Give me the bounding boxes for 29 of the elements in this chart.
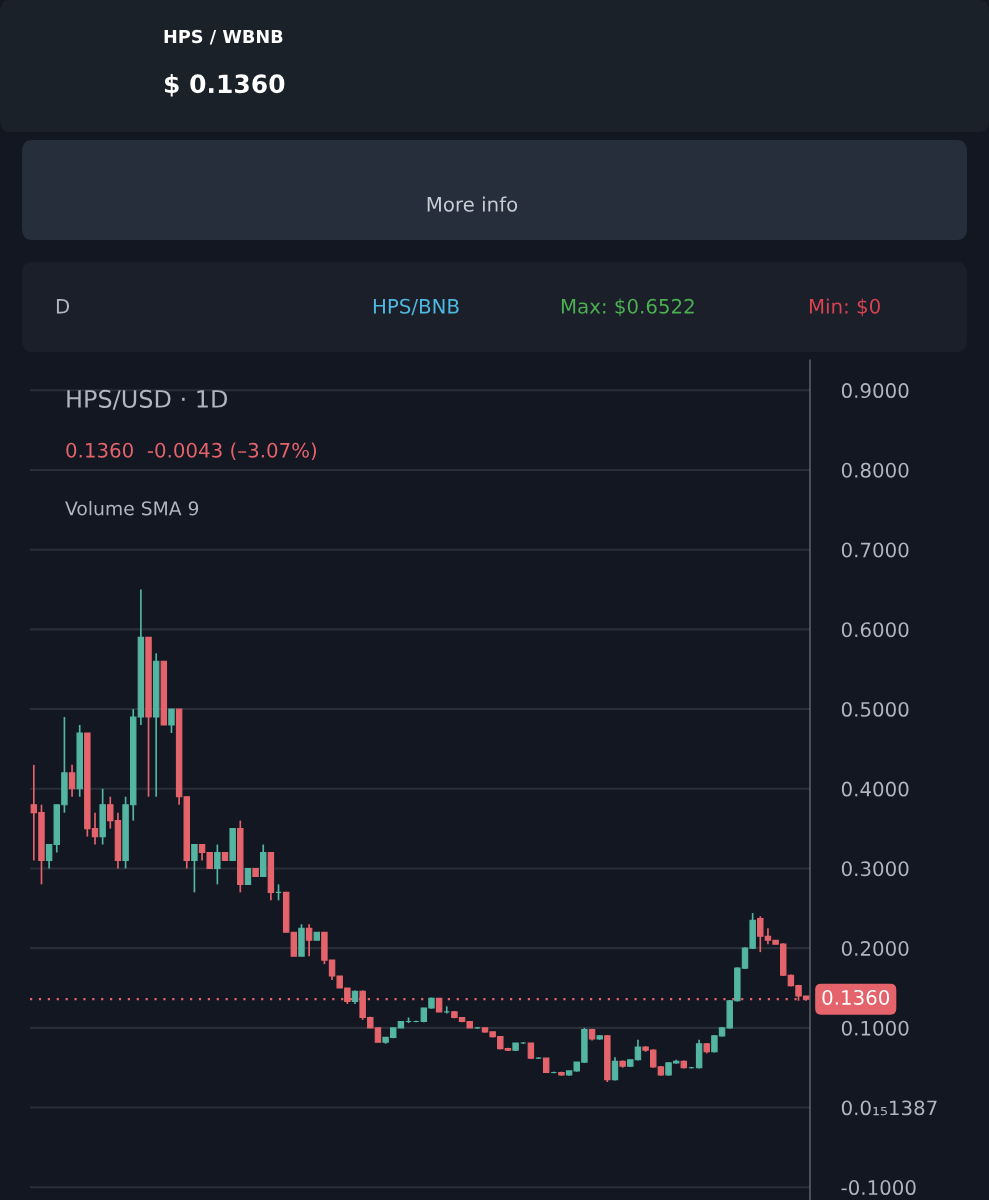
text: HPS/USD · 1D [67,389,228,410]
y-tick-label: 0.2000 [841,940,909,956]
y-tick-label: 0.5000 [841,701,909,717]
y-tick-label: 0.7000 [841,542,909,558]
text: Min: $0 [809,298,880,317]
text: 0.1360 -0.0043 (–3.07%) [66,442,317,461]
y-tick-label: 0.8000 [841,462,909,478]
candlestick [260,843,267,878]
text: $ 0.1360 [164,73,285,97]
y-tick-label: 0.0₁₅1387 [841,1100,937,1116]
candlestick [305,923,313,957]
candlestick [191,843,198,894]
text: D [56,299,70,314]
text: Max: $0.6522 [561,298,694,317]
y-tick-label: 0.3000 [841,861,909,877]
annotation: Volume SMA 9 [65,500,199,516]
text: HPS / WBNB [164,29,283,45]
text: HPS/BNB [373,298,459,316]
candlestick [168,708,175,734]
y-tick-label: 0.9000 [841,383,909,399]
y-tick-label: 0.4000 [841,781,909,797]
candlestick [214,843,221,886]
y-tick-label: 0.1000 [841,1020,909,1036]
y-tick-label: -0.1000 [841,1180,916,1196]
y-tick-label: 0.6000 [841,622,909,638]
candlestick [695,1038,703,1070]
ref-line-label: 0.1360 [822,989,890,1005]
text: More info [427,196,518,212]
candlestick [68,764,76,798]
